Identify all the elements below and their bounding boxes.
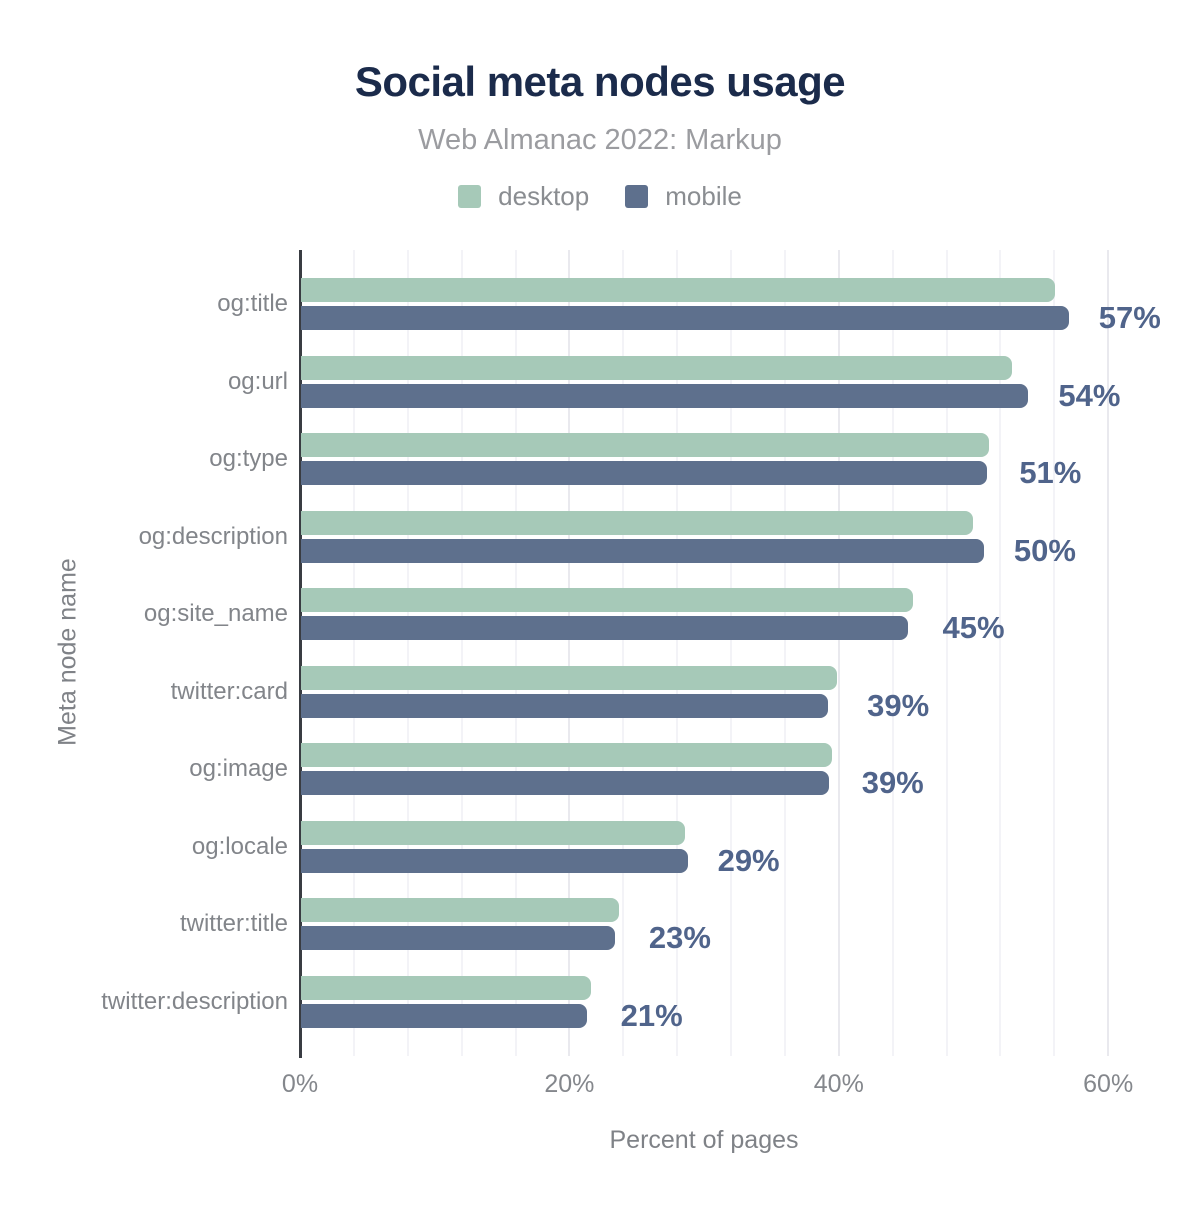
category-label: twitter:description: [101, 987, 288, 1015]
bar-desktop-twitter:description: [301, 975, 591, 1000]
bar-desktop-og:description: [301, 510, 974, 535]
minor-gridline: [514, 250, 517, 1056]
mobile-series-swatch: [625, 185, 649, 208]
category-label: og:title: [217, 290, 288, 317]
category-label: twitter:title: [179, 910, 288, 938]
x-axis-title: Percent of pages: [609, 1126, 799, 1154]
x-tick-label: 40%: [813, 1070, 864, 1098]
category-label: og:image: [189, 755, 288, 783]
mobile-series-label: mobile: [665, 181, 742, 211]
minor-gridline: [945, 250, 948, 1056]
value-label: 51%: [1019, 455, 1082, 491]
value-label: 57%: [1098, 300, 1161, 335]
minor-gridline: [891, 250, 894, 1056]
bar-mobile-twitter:description: [301, 1003, 587, 1028]
minor-gridline: [999, 250, 1002, 1056]
bar-mobile-twitter:title: [301, 926, 615, 951]
value-label: 23%: [648, 920, 711, 956]
bar-desktop-twitter:title: [301, 898, 619, 923]
minor-gridline: [352, 250, 355, 1056]
bar-desktop-og:site_name: [301, 588, 913, 613]
bar-mobile-og:title: [301, 306, 1069, 330]
y-axis-title: Meta node name: [53, 558, 82, 746]
bar-desktop-og:url: [301, 355, 1013, 380]
x-tick-label: 20%: [544, 1070, 595, 1098]
value-label: 45%: [942, 610, 1005, 646]
y-axis-line: [299, 250, 302, 1058]
category-label: og:locale: [191, 832, 288, 860]
major-gridline: [837, 250, 840, 1056]
category-label: og:url: [227, 367, 288, 395]
category-label: og:type: [209, 445, 288, 473]
category-label: og:description: [138, 522, 288, 550]
chart-title: Social meta nodes usage: [354, 58, 846, 105]
value-label: 21%: [620, 997, 683, 1033]
minor-gridline: [460, 250, 463, 1056]
minor-gridline: [622, 250, 625, 1056]
bar-desktop-og:title: [301, 278, 1056, 302]
minor-gridline: [1053, 250, 1056, 1056]
bar-mobile-og:locale: [301, 848, 688, 873]
legend: desktop mobile: [0, 181, 1200, 212]
value-label: 29%: [717, 842, 780, 878]
bar-desktop-og:image: [301, 743, 832, 768]
value-label: 50%: [1013, 532, 1076, 568]
bar-mobile-og:image: [301, 771, 830, 796]
x-tick-label: 60%: [1083, 1070, 1134, 1098]
bar-mobile-og:url: [301, 383, 1029, 408]
value-label: 39%: [867, 687, 930, 723]
bar-desktop-og:locale: [301, 820, 685, 845]
minor-gridline: [406, 250, 409, 1056]
major-gridline: [1107, 250, 1110, 1056]
bar-desktop-twitter:card: [301, 665, 838, 690]
value-label: 39%: [861, 765, 924, 801]
major-gridline: [568, 250, 571, 1056]
minor-gridline: [676, 250, 679, 1056]
bar-mobile-og:site_name: [301, 616, 909, 641]
bar-mobile-twitter:card: [301, 693, 828, 718]
x-tick-label: 0%: [281, 1070, 319, 1098]
bar-mobile-og:description: [301, 538, 984, 563]
bar-mobile-og:type: [301, 461, 987, 486]
plot-area: og:title 57% og:url 54% og:type 51% og:descrip…: [101, 250, 1162, 1154]
category-label: og:site_name: [143, 600, 288, 628]
chart-subtitle: Web Almanac 2022: Markup: [418, 124, 782, 156]
category-label: twitter:card: [170, 677, 288, 705]
minor-gridline: [730, 250, 733, 1056]
desktop-series-swatch: [458, 185, 482, 208]
legend-item-desktop[interactable]: desktop: [458, 181, 589, 212]
legend-item-mobile[interactable]: mobile: [625, 181, 742, 212]
value-label: 54%: [1058, 377, 1121, 413]
desktop-series-label: desktop: [498, 181, 590, 211]
minor-gridline: [783, 250, 786, 1056]
bar-desktop-og:type: [301, 433, 990, 458]
